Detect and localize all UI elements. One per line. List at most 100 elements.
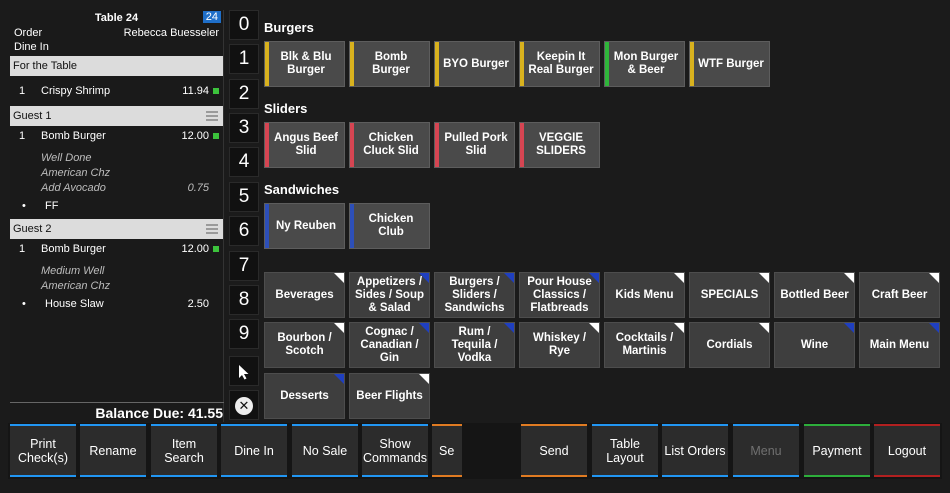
modifier-text: Medium Well (41, 265, 105, 277)
order-item-row[interactable]: 1 Crispy Shrimp 11.94 (10, 84, 223, 99)
nav-button-craft-beer[interactable]: Craft Beer (859, 272, 940, 318)
modifier-row[interactable]: American Chz (10, 166, 223, 181)
numpad-key-6[interactable]: 6 (229, 216, 259, 246)
nav-button-rum-tequila-vodka[interactable]: Rum / Tequila / Vodka (434, 322, 515, 368)
numpad-key-0[interactable]: 0 (229, 10, 259, 40)
nav-button-cognac-canadian-gin[interactable]: Cognac / Canadian / Gin (349, 322, 430, 368)
modifier-row[interactable]: American Chz (10, 279, 223, 294)
nav-button-specials[interactable]: SPECIALS (689, 272, 770, 318)
modifier-row[interactable]: Add Avocado 0.75 (10, 181, 223, 196)
print-checks-button[interactable]: Print Check(s) (10, 424, 76, 477)
numpad-key-7[interactable]: 7 (229, 251, 259, 281)
hamburger-menu-icon[interactable] (206, 224, 218, 234)
menu-item-veggie-sliders[interactable]: VEGGIE SLIDERS (519, 122, 600, 168)
rename-button[interactable]: Rename (80, 424, 146, 477)
side-row[interactable]: • FF (10, 199, 223, 214)
menu-item-wtf-burger[interactable]: WTF Burger (689, 41, 770, 87)
table-layout-button[interactable]: Table Layout (592, 424, 658, 477)
clear-button[interactable]: ✕ (229, 390, 259, 420)
modifier-text: Well Done (41, 152, 92, 164)
menu-item-label: Keepin It Real Burger (528, 51, 594, 76)
submenu-corner-marker (589, 273, 599, 283)
nav-button-pour-house-classics[interactable]: Pour House Classics / Flatbreads (519, 272, 600, 318)
order-item-row[interactable]: 1 Bomb Burger 12.00 (10, 242, 223, 257)
numpad-key-1[interactable]: 1 (229, 44, 259, 74)
sent-status-indicator (213, 246, 219, 252)
nav-button-label: Rum / Tequila / Vodka (451, 325, 498, 364)
menu-item-label: VEGGIE SLIDERS (536, 132, 586, 157)
nav-button-cordials[interactable]: Cordials (689, 322, 770, 368)
section-header-guest-1[interactable]: Guest 1 (10, 106, 223, 126)
order-item-row[interactable]: 1 Bomb Burger 12.00 (10, 129, 223, 144)
menu-item-label: Chicken Club (368, 213, 414, 238)
nav-button-bourbon-scotch[interactable]: Bourbon / Scotch (264, 322, 345, 368)
side-text: FF (45, 200, 59, 212)
menu-item-ny-reuben[interactable]: Ny Reuben (264, 203, 345, 249)
nav-button-desserts[interactable]: Desserts (264, 373, 345, 419)
nav-button-whiskey-rye[interactable]: Whiskey / Rye (519, 322, 600, 368)
item-name: Crispy Shrimp (41, 85, 111, 97)
pointer-button[interactable] (229, 356, 259, 386)
side-row[interactable]: • House Slaw 2.50 (10, 297, 223, 312)
menu-item-pulled-pork-slid[interactable]: Pulled Pork Slid (434, 122, 515, 168)
partial-button[interactable]: Se (432, 424, 462, 477)
list-orders-button[interactable]: List Orders (662, 424, 728, 477)
numpad-key-9[interactable]: 9 (229, 319, 259, 349)
show-commands-button[interactable]: Show Commands (362, 424, 428, 477)
menu-item-label: Blk & Blu Burger (280, 51, 332, 76)
order-label: Order (14, 27, 43, 39)
menu-item-blk-blu-burger[interactable]: Blk & Blu Burger (264, 41, 345, 87)
nav-button-beverages[interactable]: Beverages (264, 272, 345, 318)
menu-button[interactable]: Menu (733, 424, 799, 477)
item-name: Bomb Burger (41, 130, 106, 142)
menu-item-label: Mon Burger & Beer (613, 51, 679, 76)
menu-item-byo-burger[interactable]: BYO Burger (434, 41, 515, 87)
menu-item-angus-beef-slid[interactable]: Angus Beef Slid (264, 122, 345, 168)
dine-in-button[interactable]: Dine In (221, 424, 287, 477)
modifier-row[interactable]: Well Done (10, 151, 223, 166)
nav-button-kids-menu[interactable]: Kids Menu (604, 272, 685, 318)
nav-button-appetizers[interactable]: Appetizers / Sides / Soup & Salad (349, 272, 430, 318)
menu-item-chicken-club[interactable]: Chicken Club (349, 203, 430, 249)
table-number-badge[interactable]: 24 (202, 11, 221, 23)
numpad-key-3[interactable]: 3 (229, 113, 259, 143)
section-header-guest-2[interactable]: Guest 2 (10, 219, 223, 239)
numpad-key-2[interactable]: 2 (229, 79, 259, 109)
submenu-corner-marker (674, 323, 684, 333)
nav-button-label: Pour House Classics / Flatbreads (527, 275, 592, 314)
item-qty: 1 (19, 85, 26, 97)
category-stripe (690, 42, 694, 86)
menu-item-label: Bomb Burger (372, 51, 410, 76)
nav-button-main-menu[interactable]: Main Menu (859, 322, 940, 368)
nav-button-label: Craft Beer (871, 288, 928, 301)
category-stripe (350, 42, 354, 86)
logout-button[interactable]: Logout (874, 424, 940, 477)
hamburger-menu-icon[interactable] (206, 111, 218, 121)
menu-item-keepin-it-real-burger[interactable]: Keepin It Real Burger (519, 41, 600, 87)
submenu-corner-marker (334, 374, 344, 384)
numpad-key-5[interactable]: 5 (229, 182, 259, 212)
menu-item-chicken-cluck-slid[interactable]: Chicken Cluck Slid (349, 122, 430, 168)
modifier-row[interactable]: Medium Well (10, 264, 223, 279)
numpad-key-4[interactable]: 4 (229, 147, 259, 177)
nav-button-cocktails-martinis[interactable]: Cocktails / Martinis (604, 322, 685, 368)
numpad-key-8[interactable]: 8 (229, 285, 259, 315)
menu-item-label: Angus Beef Slid (274, 132, 338, 157)
menu-item-mon-burger-beer[interactable]: Mon Burger & Beer (604, 41, 685, 87)
menu-item-bomb-burger[interactable]: Bomb Burger (349, 41, 430, 87)
bullet-icon: • (22, 200, 26, 212)
section-header-for-the-table[interactable]: For the Table (10, 56, 223, 76)
nav-button-label: Bottled Beer (780, 288, 849, 301)
sent-status-indicator (213, 133, 219, 139)
nav-button-burgers-sliders[interactable]: Burgers / Sliders / Sandwichs (434, 272, 515, 318)
nav-button-label: Wine (800, 338, 829, 351)
item-search-button[interactable]: Item Search (151, 424, 217, 477)
nav-button-wine[interactable]: Wine (774, 322, 855, 368)
item-price: 12.00 (181, 243, 209, 255)
send-button[interactable]: Send (521, 424, 587, 477)
no-sale-button[interactable]: No Sale (292, 424, 358, 477)
nav-button-bottled-beer[interactable]: Bottled Beer (774, 272, 855, 318)
nav-button-label: SPECIALS (700, 288, 759, 301)
nav-button-beer-flights[interactable]: Beer Flights (349, 373, 430, 419)
payment-button[interactable]: Payment (804, 424, 870, 477)
